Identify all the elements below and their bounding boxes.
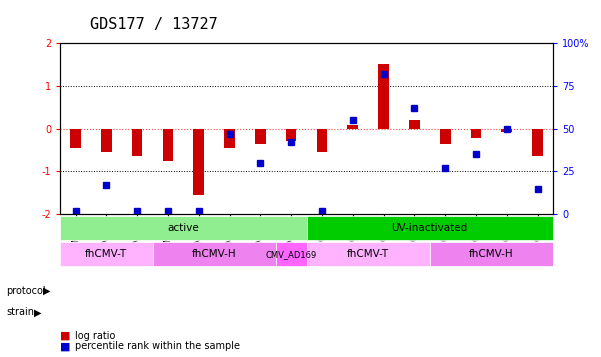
FancyBboxPatch shape [60, 216, 307, 240]
Bar [194, 129, 204, 195]
Bar [409, 120, 419, 129]
Bar [471, 129, 481, 138]
Bar [532, 129, 543, 156]
Bar [317, 129, 328, 152]
Bar [101, 129, 112, 152]
FancyBboxPatch shape [307, 242, 430, 266]
Bar [255, 129, 266, 144]
FancyBboxPatch shape [307, 216, 553, 240]
Text: UV-inactivated: UV-inactivated [392, 223, 468, 233]
Text: strain: strain [6, 307, 34, 317]
FancyBboxPatch shape [430, 242, 553, 266]
Bar [347, 125, 358, 129]
Bar [132, 129, 142, 156]
Text: fhCMV-T: fhCMV-T [85, 250, 127, 260]
Text: protocol: protocol [6, 286, 46, 296]
Bar [285, 129, 296, 141]
Bar [501, 129, 512, 132]
Bar [70, 129, 81, 148]
Bar [162, 129, 173, 161]
Text: ■: ■ [60, 341, 70, 351]
FancyBboxPatch shape [276, 242, 307, 266]
Text: ■: ■ [60, 331, 70, 341]
Text: ▶: ▶ [34, 307, 41, 317]
FancyBboxPatch shape [60, 242, 153, 266]
Bar [440, 129, 451, 144]
Text: fhCMV-T: fhCMV-T [347, 250, 389, 260]
Text: GDS177 / 13727: GDS177 / 13727 [90, 17, 218, 32]
Text: active: active [168, 223, 199, 233]
Text: fhCMV-H: fhCMV-H [469, 250, 514, 260]
Text: ▶: ▶ [43, 286, 50, 296]
Text: percentile rank within the sample: percentile rank within the sample [75, 341, 240, 351]
Text: log ratio: log ratio [75, 331, 115, 341]
FancyBboxPatch shape [153, 242, 276, 266]
Bar [224, 129, 235, 148]
Bar [378, 64, 389, 129]
Text: CMV_AD169: CMV_AD169 [266, 250, 317, 259]
Text: fhCMV-H: fhCMV-H [192, 250, 236, 260]
